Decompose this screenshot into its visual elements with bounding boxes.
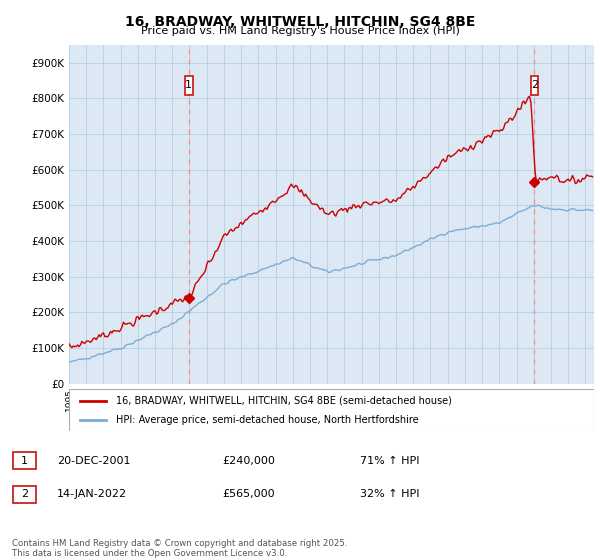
Text: £565,000: £565,000	[222, 489, 275, 500]
Text: 32% ↑ HPI: 32% ↑ HPI	[360, 489, 419, 500]
Text: 1: 1	[21, 456, 28, 466]
Text: HPI: Average price, semi-detached house, North Hertfordshire: HPI: Average price, semi-detached house,…	[116, 415, 419, 425]
Bar	[185, 76, 193, 95]
Text: 2: 2	[21, 489, 28, 500]
Text: 14-JAN-2022: 14-JAN-2022	[57, 489, 127, 500]
Bar	[13, 486, 36, 503]
Text: £240,000: £240,000	[222, 456, 275, 466]
Text: 1: 1	[185, 81, 192, 91]
Text: Contains HM Land Registry data © Crown copyright and database right 2025.
This d: Contains HM Land Registry data © Crown c…	[12, 539, 347, 558]
Text: 71% ↑ HPI: 71% ↑ HPI	[360, 456, 419, 466]
Text: 16, BRADWAY, WHITWELL, HITCHIN, SG4 8BE (semi-detached house): 16, BRADWAY, WHITWELL, HITCHIN, SG4 8BE …	[116, 395, 452, 405]
Bar	[530, 76, 538, 95]
Text: 20-DEC-2001: 20-DEC-2001	[57, 456, 131, 466]
Text: Price paid vs. HM Land Registry's House Price Index (HPI): Price paid vs. HM Land Registry's House …	[140, 26, 460, 36]
Text: 16, BRADWAY, WHITWELL, HITCHIN, SG4 8BE: 16, BRADWAY, WHITWELL, HITCHIN, SG4 8BE	[125, 15, 475, 29]
Bar	[13, 452, 36, 469]
Text: 2: 2	[531, 81, 538, 91]
